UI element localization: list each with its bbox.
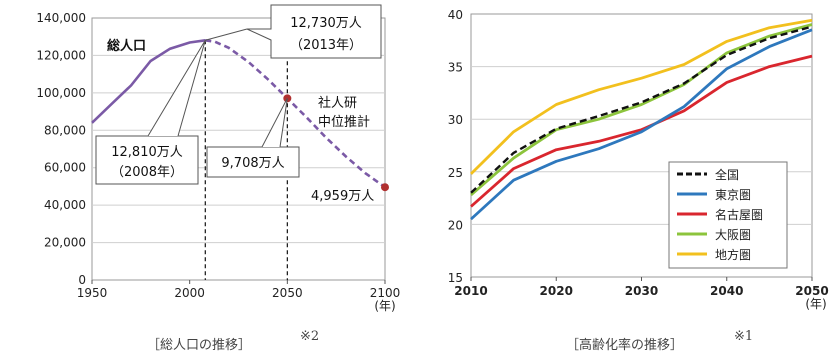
callout-pointer xyxy=(147,40,206,137)
label-4959: 4,959万人 xyxy=(311,189,374,204)
caption-note: ※1 xyxy=(734,329,753,344)
chart-caption: ［総人口の推移］ xyxy=(147,338,251,353)
data-marker xyxy=(381,183,389,192)
x-tick-label: 2010 xyxy=(454,284,487,298)
y-tick-label: 120,000 xyxy=(36,48,86,62)
x-tick-label: 1950 xyxy=(77,286,108,300)
x-axis-unit: (年) xyxy=(374,299,395,313)
label-12810: 12,810万人 xyxy=(111,145,183,160)
y-tick-label: 0 xyxy=(78,273,86,287)
label-9708: 9,708万人 xyxy=(221,156,284,171)
total-population-label: 総人口 xyxy=(107,38,146,54)
series-line-3 xyxy=(470,23,813,196)
y-tick-label: 25 xyxy=(448,166,463,180)
projection-label-1: 社人研 xyxy=(318,95,357,111)
series-line-2 xyxy=(470,54,813,208)
projection-label-2: 中位推計 xyxy=(318,114,370,130)
y-tick-label: 80,000 xyxy=(44,123,86,137)
legend-label: 全国 xyxy=(715,167,739,182)
x-tick-label: 2030 xyxy=(625,284,658,298)
x-tick-label: 2040 xyxy=(710,284,743,298)
x-tick-label: 2000 xyxy=(174,286,205,300)
y-tick-label: 60,000 xyxy=(44,161,86,175)
series-line-0 xyxy=(470,25,813,194)
x-tick-label: 2020 xyxy=(540,284,573,298)
x-axis-unit: (年) xyxy=(805,297,826,311)
y-tick-label: 35 xyxy=(448,61,463,75)
y-tick-label: 20 xyxy=(448,218,463,232)
callout-pointer xyxy=(205,28,248,41)
series-line-4 xyxy=(470,18,813,175)
y-tick-label: 20,000 xyxy=(44,236,86,250)
callout-2008 xyxy=(95,135,199,185)
label-2013: （2013年） xyxy=(290,38,362,53)
population-line-actual xyxy=(91,39,206,124)
callout-pointer xyxy=(261,98,288,148)
x-tick-label: 2050 xyxy=(795,284,828,298)
caption-note: ※2 xyxy=(300,329,319,344)
legend-label: 東京圏 xyxy=(715,188,751,202)
y-tick-label: 40,000 xyxy=(44,198,86,212)
y-tick-label: 30 xyxy=(448,113,463,127)
legend-label: 大阪圏 xyxy=(715,228,751,242)
label-12730: 12,730万人 xyxy=(290,16,362,31)
chart-caption: ［高齢化率の推移］ xyxy=(566,337,683,353)
callout-2050 xyxy=(206,146,300,178)
y-tick-label: 100,000 xyxy=(36,86,86,100)
y-tick-label: 40 xyxy=(448,8,463,22)
legend-label: 名古屋圏 xyxy=(715,207,763,222)
label-2008: （2008年） xyxy=(111,165,183,180)
legend-label: 地方圏 xyxy=(715,247,751,262)
y-tick-label: 140,000 xyxy=(36,11,86,25)
x-tick-label: 2100 xyxy=(370,286,401,300)
callout-2013 xyxy=(246,4,382,59)
series-line-1 xyxy=(470,28,813,221)
x-tick-label: 2050 xyxy=(272,286,303,300)
y-tick-label: 15 xyxy=(448,271,463,285)
